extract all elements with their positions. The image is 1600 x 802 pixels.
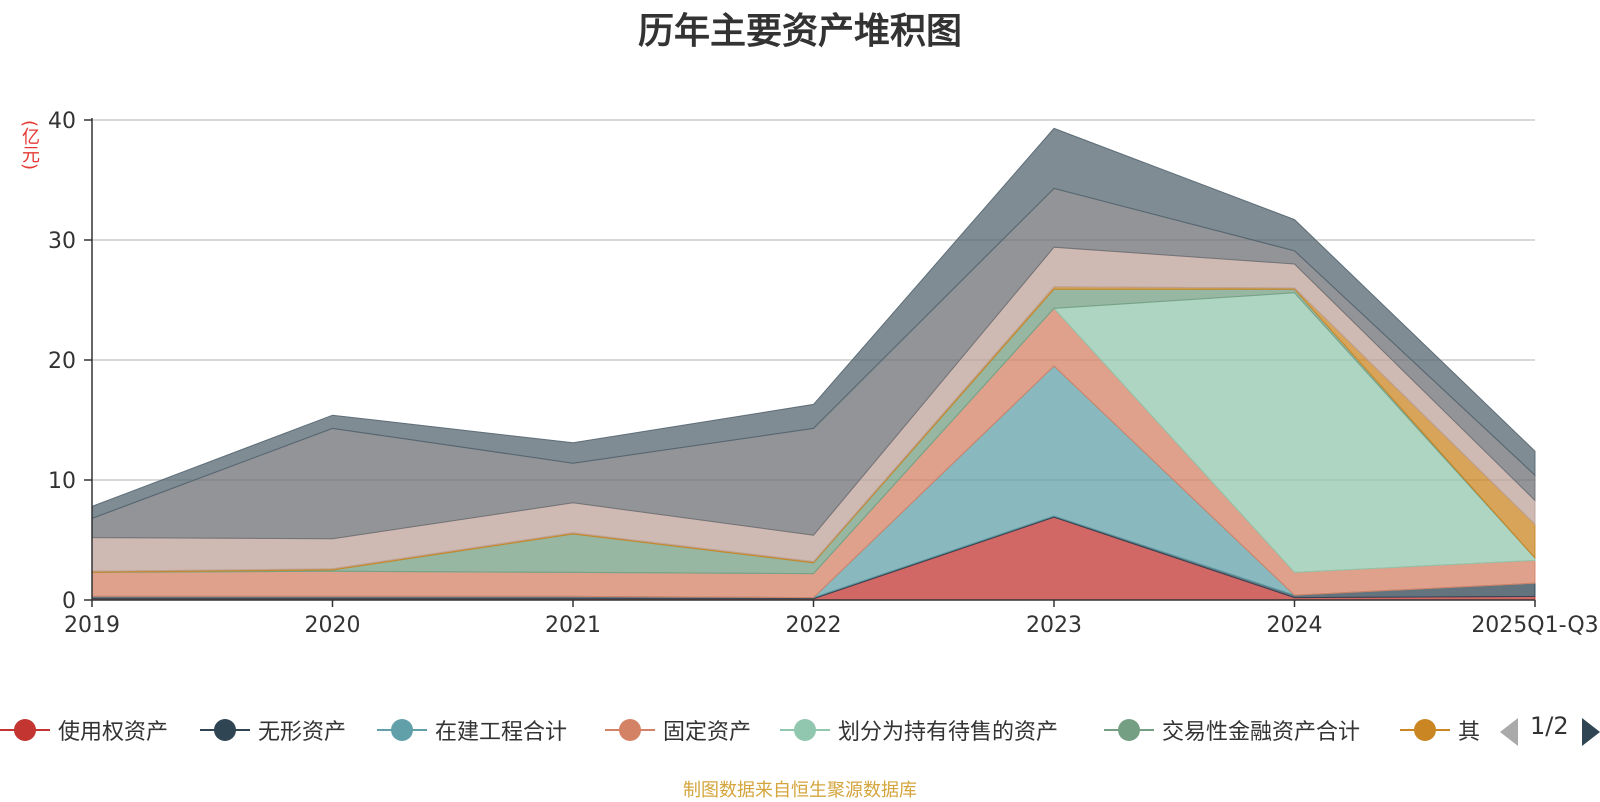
legend-marker-icon [377, 710, 427, 750]
legend-label: 其 [1458, 720, 1481, 745]
y-tick-label: 10 [48, 469, 76, 494]
legend-prev-page-icon[interactable] [1500, 718, 1518, 746]
legend-label: 交易性金融资产合计 [1162, 720, 1361, 745]
x-tick-label: 2023 [1026, 613, 1082, 638]
legend-label: 在建工程合计 [435, 720, 568, 745]
legend-marker-icon [780, 710, 830, 750]
x-tick-label: 2019 [64, 613, 120, 638]
legend-item[interactable]: 其 [1400, 710, 1480, 750]
y-tick-label: 0 [62, 589, 76, 614]
x-tick-label: 2022 [786, 613, 842, 638]
x-tick-label: 2025Q1-Q3 [1471, 613, 1598, 638]
legend-label: 使用权资产 [58, 720, 169, 745]
legend-next-page-icon[interactable] [1582, 718, 1600, 746]
x-tick-label: 2024 [1267, 613, 1323, 638]
legend-item[interactable]: 无形资产 [200, 710, 346, 750]
legend-item[interactable]: 在建工程合计 [377, 710, 567, 750]
legend-marker-icon [1104, 710, 1154, 750]
chart-title: 历年主要资产堆积图 [637, 11, 962, 52]
axes: 0 10 20 30 40 2019 2020 2021 2022 2023 2024 2025Q1-… [48, 109, 1599, 638]
legend-marker-icon [605, 710, 655, 750]
legend-page-indicator: 1/2 [1530, 712, 1569, 740]
legend: 使用权资产 无形资产 在建工程合计 固定资产 划分为持有待售的资产 交易性金融资产合计其 … [0, 710, 1600, 750]
stacked-area-chart: 0 10 20 30 40 2019 2020 2021 2022 2023 2024 2025Q1-… [48, 109, 1599, 638]
legend-item[interactable]: 固定资产 [605, 710, 751, 750]
x-tick-label: 2020 [305, 613, 361, 638]
y-axis-unit-label: (亿元) [19, 120, 40, 171]
legend-label: 无形资产 [258, 720, 347, 745]
legend-marker-icon [200, 710, 250, 750]
legend-item[interactable]: 划分为持有待售的资产 [780, 710, 1058, 750]
legend-marker-icon [0, 710, 50, 750]
y-tick-label: 30 [48, 229, 76, 254]
area-series-9 [91, 127, 1536, 520]
legend-item[interactable]: 交易性金融资产合计 [1104, 710, 1360, 750]
data-source-note: 制图数据来自恒生聚源数据库 [683, 780, 917, 801]
y-tick-label: 40 [48, 109, 76, 134]
y-tick-label: 20 [48, 349, 76, 374]
legend-label: 划分为持有待售的资产 [838, 720, 1059, 745]
x-tick-label: 2021 [545, 613, 601, 638]
legend-label: 固定资产 [663, 720, 752, 745]
legend-item[interactable]: 使用权资产 [0, 710, 168, 750]
legend-marker-icon [1400, 710, 1450, 750]
area-series-layer [91, 127, 1536, 601]
